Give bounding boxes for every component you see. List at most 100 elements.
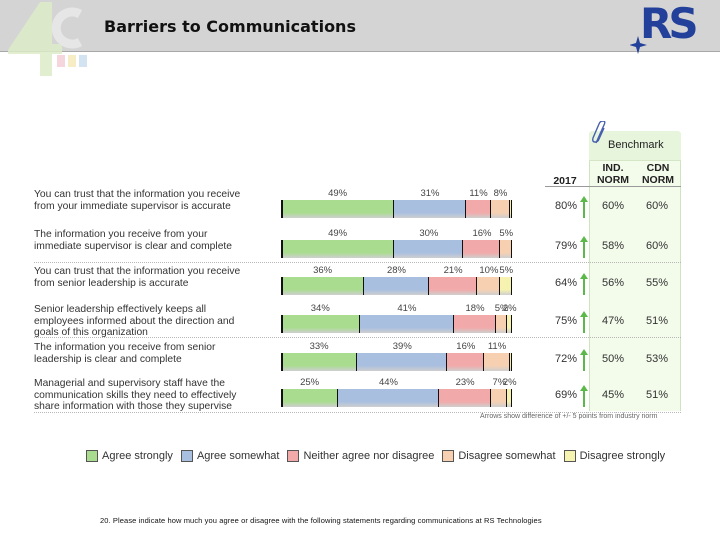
cdn-norm-value: 51%	[645, 315, 669, 327]
segment-label: 49%	[328, 188, 348, 199]
ind-norm-value: 47%	[601, 315, 625, 327]
value-2017: 72%	[554, 353, 577, 365]
stacked-bar	[281, 315, 512, 333]
up-arrow-icon	[580, 273, 588, 295]
header-bar	[0, 0, 720, 52]
bar-segment-disagree-somewhat	[484, 353, 510, 371]
legend-agree-strongly: Agree strongly	[86, 450, 173, 462]
segment-label: 2%	[502, 377, 517, 388]
stacked-bar	[281, 200, 512, 218]
up-arrow-icon	[580, 196, 588, 218]
legend-disagree-somewhat: Disagree somewhat	[442, 450, 556, 462]
segment-label: 41%	[397, 303, 417, 314]
legend-label: Disagree somewhat	[458, 450, 556, 462]
ind-norm-value: 60%	[601, 200, 625, 212]
segment-label: 25%	[300, 377, 320, 388]
segment-label: 39%	[392, 341, 412, 352]
value-2017: 75%	[554, 315, 577, 327]
value-2017: 69%	[554, 389, 577, 401]
segment-label: 5%	[499, 265, 514, 276]
value-2017: 79%	[554, 240, 577, 252]
arrow-footnote: Arrows show difference of +/- 5 points f…	[480, 413, 658, 420]
segment-label: 7%	[492, 377, 507, 388]
legend-label: Disagree strongly	[579, 450, 666, 462]
up-arrow-icon	[580, 311, 588, 333]
question-label: Senior leadership effectively keeps all …	[34, 304, 235, 338]
legend-label: Neither agree nor disagree	[303, 450, 435, 462]
segment-label: 10%	[479, 265, 499, 276]
row-separator	[34, 262, 681, 263]
stacked-bar	[281, 240, 512, 258]
bar-segment-disagree-strongly	[507, 389, 512, 407]
bar-segment-agree-strongly	[281, 315, 360, 333]
swatch-icon	[287, 450, 300, 462]
bar-segment-disagree-somewhat	[500, 240, 512, 258]
legend-label: Agree strongly	[102, 450, 173, 462]
bar-segment-neither-agree-nor-disagree	[454, 315, 496, 333]
cdn-norm-value: 60%	[645, 240, 669, 252]
segment-label: 11%	[469, 188, 488, 199]
segment-label: 30%	[419, 228, 439, 239]
bar-segment-agree-strongly	[281, 277, 365, 295]
stacked-bar	[281, 353, 512, 371]
bar-segment-agree-strongly	[281, 240, 395, 258]
segment-label: 16%	[456, 341, 476, 352]
bar-segment-agree-somewhat	[338, 389, 439, 407]
segment-label: 11%	[487, 341, 507, 352]
bar-segment-neither-agree-nor-disagree	[463, 240, 501, 258]
col-cdn-norm-header: CDN NORM	[637, 162, 679, 186]
value-2017: 80%	[554, 200, 577, 212]
col-2017-header: 2017	[553, 175, 577, 187]
ind-norm-value: 56%	[601, 277, 625, 289]
segment-label: 23%	[455, 377, 475, 388]
bar-segment-disagree-strongly	[500, 277, 512, 295]
bar-segment-agree-somewhat	[357, 353, 448, 371]
benchmark-header	[589, 131, 681, 161]
legend-label: Agree somewhat	[196, 450, 280, 462]
ind-norm-value: 45%	[601, 389, 625, 401]
bar-segment-agree-somewhat	[394, 200, 466, 218]
question-label: You can trust that the information you r…	[34, 266, 241, 289]
col-cdn-line2: NORM	[641, 174, 675, 186]
legend-agree-somewhat: Agree somewhat	[180, 450, 280, 462]
bar-segment-neither-agree-nor-disagree	[438, 389, 492, 407]
bar-segment-agree-strongly	[281, 389, 339, 407]
bar-segment-agree-somewhat	[359, 315, 455, 333]
bar-segment-agree-somewhat	[364, 277, 429, 295]
segment-label: 28%	[386, 265, 407, 276]
header-divider	[545, 186, 681, 187]
col-ind-norm-header: IND. NORM	[591, 162, 635, 186]
chart-legend: Agree strongly Agree somewhat Neither ag…	[86, 450, 665, 462]
ind-norm-value: 50%	[601, 353, 625, 365]
segment-label: 34%	[310, 303, 330, 314]
question-label: The information you receive from your im…	[34, 229, 233, 252]
cdn-norm-value: 60%	[645, 200, 669, 212]
col-cdn-line1: CDN	[646, 162, 670, 174]
benchmark-label: Benchmark	[608, 139, 664, 151]
segment-label: 33%	[309, 341, 329, 352]
bar-segment-disagree-strongly	[507, 315, 512, 333]
ind-norm-value: 58%	[601, 240, 625, 252]
legend-disagree-strongly: Disagree strongly	[563, 450, 666, 462]
question-label: Managerial and supervisory staff have th…	[34, 378, 237, 412]
bar-segment-disagree-somewhat	[491, 389, 508, 407]
swatch-icon	[180, 450, 193, 462]
bar-segment-neither-agree-nor-disagree	[447, 353, 485, 371]
swatch-icon	[442, 450, 455, 462]
segment-label: 2%	[502, 303, 517, 314]
segment-label: 31%	[420, 188, 440, 199]
bar-segment-disagree-strongly	[509, 200, 512, 218]
bar-segment-neither-agree-nor-disagree	[428, 277, 478, 295]
stacked-bar	[281, 389, 512, 407]
segment-label: 49%	[328, 228, 348, 239]
col-ind-line2: NORM	[596, 174, 630, 186]
bar-segment-disagree-somewhat	[491, 200, 510, 218]
question-text: 20. Please indicate how much you agree o…	[100, 516, 542, 525]
bar-segment-disagree-somewhat	[495, 315, 508, 333]
svg-text:RS: RS	[640, 0, 696, 48]
paperclip-icon	[592, 121, 606, 144]
up-arrow-icon	[580, 349, 588, 371]
bar-segment-disagree-somewhat	[477, 277, 501, 295]
up-arrow-icon	[580, 385, 588, 407]
segment-label: 8%	[493, 188, 508, 199]
